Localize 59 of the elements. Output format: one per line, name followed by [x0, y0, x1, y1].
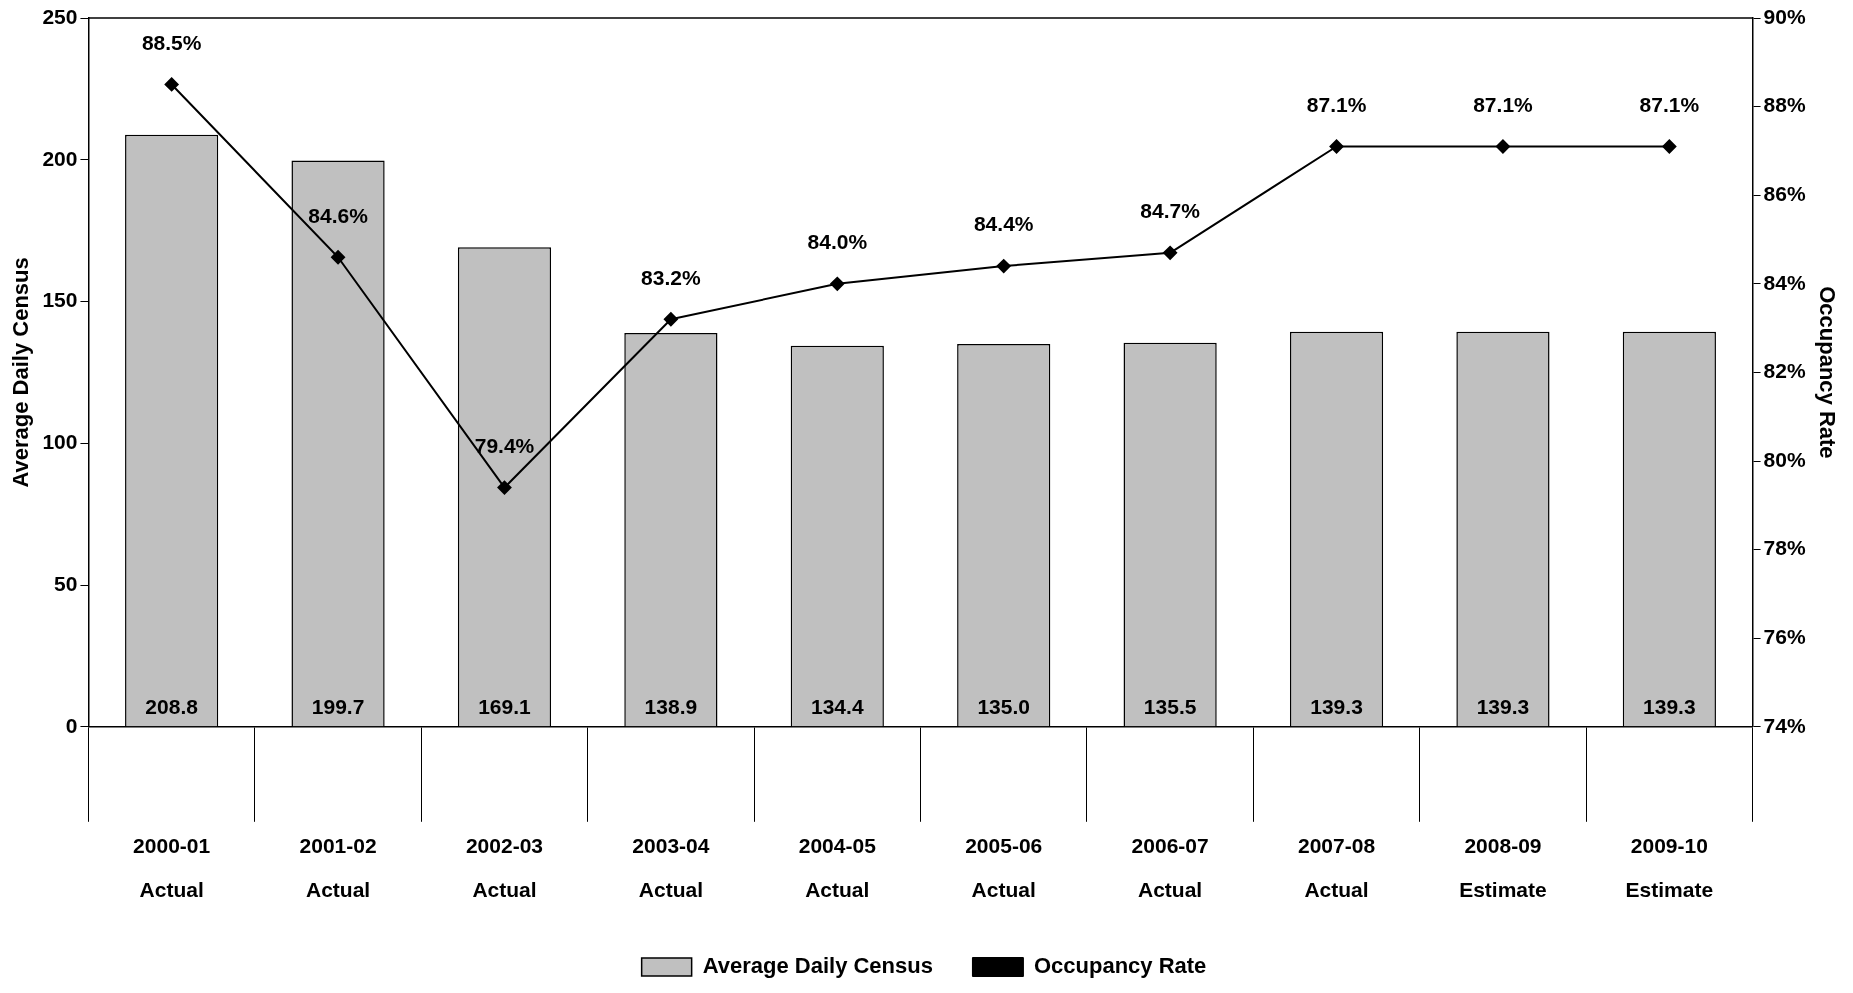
point: [1495, 139, 1510, 154]
y2-tick-label: 84%: [1763, 270, 1806, 294]
y2-tick-label: 86%: [1763, 182, 1806, 205]
data-label: 208.8: [145, 694, 199, 718]
data-label: 138.9: [644, 694, 698, 718]
x-tick-label: 2004-05 Actual: [798, 833, 877, 901]
y-tick-label: 100: [42, 430, 78, 454]
y2-tick-label: 78%: [1763, 536, 1806, 560]
data-label: 87.1%: [1639, 92, 1700, 116]
data-label: 135.5: [1143, 694, 1197, 718]
x-tick-label: 2005-06 Actual: [965, 833, 1043, 901]
y2-tick-label: 88%: [1763, 93, 1806, 117]
point: [1329, 139, 1344, 154]
point: [1662, 139, 1677, 154]
y2-tick-label: 80%: [1763, 447, 1806, 471]
point: [996, 259, 1011, 274]
x-tick-label: 2009-10 Estimate: [1625, 833, 1714, 901]
data-label: 83.2%: [641, 265, 701, 289]
data-label: 84.6%: [308, 203, 369, 227]
data-label: 139.3: [1310, 694, 1363, 718]
data-label: 79.4%: [474, 433, 535, 457]
data-label: 134.4: [811, 694, 864, 718]
data-label: 139.3: [1643, 694, 1696, 718]
data-label: 169.1: [478, 694, 532, 718]
y-tick-label: 50: [54, 571, 78, 595]
data-label: 87.1%: [1306, 92, 1367, 116]
data-label: 87.1%: [1473, 92, 1534, 116]
x-tick-label: 2003-04 Actual: [632, 833, 710, 901]
point: [1163, 245, 1178, 260]
point: [497, 480, 512, 495]
x-tick-label: 2007-08 Actual: [1298, 833, 1376, 901]
y-axis-title: Average Daily Census: [8, 257, 34, 488]
y-tick-label: 150: [42, 288, 78, 312]
y2-tick-label: 90%: [1763, 4, 1806, 28]
point: [331, 250, 346, 265]
data-label: 84.7%: [1140, 199, 1201, 223]
y2-tick-label: 76%: [1763, 625, 1806, 648]
x-tick-label: 2008-09 Estimate: [1459, 833, 1547, 901]
x-tick-label: 2001-02 Actual: [299, 833, 377, 901]
data-label: 135.0: [977, 694, 1030, 718]
data-label: 139.3: [1476, 694, 1530, 718]
legend-label: Occupancy Rate: [1033, 953, 1207, 979]
point: [663, 312, 678, 327]
y-tick-label: 0: [65, 713, 78, 737]
data-label: 199.7: [311, 694, 365, 718]
y-tick-label: 200: [42, 146, 78, 170]
legend-label: Average Daily Census: [702, 953, 933, 979]
data-label: 84.0%: [807, 230, 868, 254]
y-tick-label: 250: [42, 4, 78, 28]
point: [164, 77, 179, 92]
x-tick-label: 2002-03 Actual: [465, 833, 544, 901]
y2-axis-title: Occupancy Rate: [1814, 286, 1840, 459]
data-label: 88.5%: [141, 30, 202, 54]
data-label: 84.4%: [973, 212, 1034, 236]
y2-tick-label: 82%: [1763, 359, 1806, 383]
x-tick-label: 2006-07 Actual: [1131, 833, 1209, 901]
x-tick-label: 2000-01 Actual: [133, 833, 211, 901]
point: [830, 276, 845, 291]
y2-tick-label: 74%: [1763, 713, 1806, 737]
